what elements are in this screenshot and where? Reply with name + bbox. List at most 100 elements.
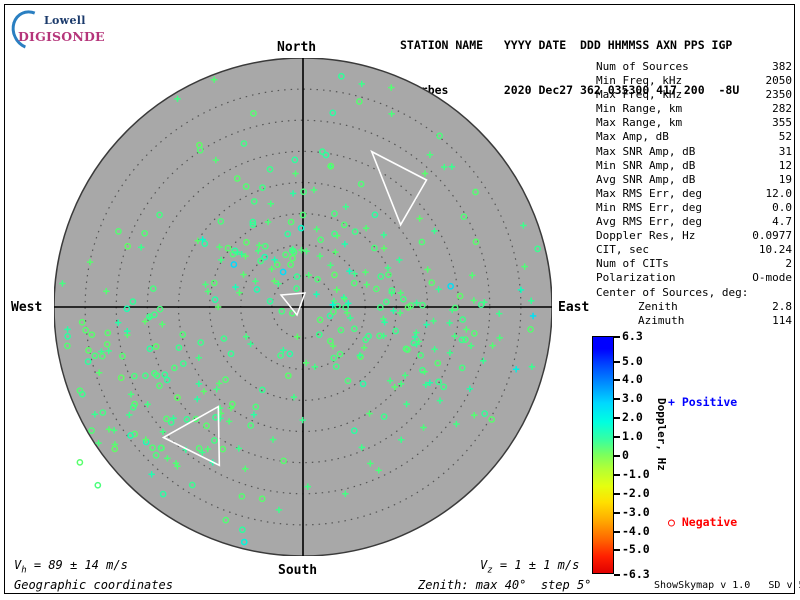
stat-value: 0.0977 xyxy=(752,229,792,243)
source-point-positive xyxy=(264,218,272,226)
colorbar-gradient xyxy=(592,336,614,574)
stat-key: Max Range, km xyxy=(596,116,683,130)
source-point-positive xyxy=(330,297,338,305)
source-point-negative xyxy=(252,403,260,411)
source-point-negative xyxy=(149,285,157,292)
source-point-positive xyxy=(471,412,478,419)
source-point-negative xyxy=(371,244,378,252)
source-point-positive xyxy=(215,380,223,387)
source-point-negative xyxy=(211,296,219,303)
colorbar-tick-label: 2.0 xyxy=(622,410,643,425)
source-point-negative xyxy=(91,352,99,360)
footer-coordinate-system: Geographic coordinates xyxy=(14,578,173,592)
colorbar-tick xyxy=(614,360,620,363)
source-point-negative xyxy=(372,285,380,293)
source-point-positive xyxy=(170,415,177,422)
stat-value: 10.24 xyxy=(758,243,792,257)
source-point-positive xyxy=(397,289,404,297)
source-point-positive xyxy=(517,286,525,294)
source-point-positive xyxy=(512,366,520,373)
compass-label-west: West xyxy=(11,300,43,315)
source-point-negative xyxy=(229,250,237,258)
source-point-negative xyxy=(470,330,478,337)
source-point-positive xyxy=(255,242,263,249)
source-point-positive xyxy=(489,342,496,349)
source-point-negative xyxy=(392,327,400,335)
source-point-positive xyxy=(431,227,438,235)
source-point-positive xyxy=(496,310,503,317)
logo-digisonde-text: DIGISONDE xyxy=(18,29,105,44)
source-point-negative xyxy=(380,413,388,420)
source-point-negative xyxy=(534,245,541,253)
stat-key: Num of Sources xyxy=(596,60,689,73)
stat-value: 355 xyxy=(772,116,792,130)
source-point-negative xyxy=(322,151,330,159)
source-point-negative xyxy=(243,238,250,246)
source-point-positive xyxy=(384,264,392,272)
source-point-negative xyxy=(399,295,407,303)
source-point-negative xyxy=(284,372,292,380)
source-point-positive xyxy=(435,286,442,293)
source-point-positive xyxy=(242,252,249,260)
source-point-positive xyxy=(159,428,167,435)
source-point-negative xyxy=(85,347,92,354)
stat-key: Polarization xyxy=(596,271,676,285)
source-point-positive xyxy=(91,411,99,418)
source-point-positive xyxy=(115,319,122,326)
source-point-negative xyxy=(196,146,204,154)
source-point-positive xyxy=(431,346,438,353)
source-point-negative xyxy=(188,481,196,489)
source-point-negative xyxy=(158,444,165,452)
source-point-positive xyxy=(172,460,180,467)
source-point-positive xyxy=(275,280,282,287)
source-point-positive xyxy=(396,309,404,317)
source-point-positive xyxy=(380,245,388,252)
source-point-negative xyxy=(440,383,447,391)
source-point-positive xyxy=(159,321,166,328)
source-point-positive xyxy=(329,342,337,350)
source-point-positive xyxy=(316,252,324,260)
source-point-negative xyxy=(117,374,125,382)
source-point-negative xyxy=(76,459,84,466)
colorbar-tick xyxy=(614,336,620,338)
source-point-positive xyxy=(313,291,320,298)
source-point-negative xyxy=(222,516,230,524)
source-point-positive xyxy=(148,471,155,478)
source-point-positive xyxy=(521,263,528,270)
stat-value: O-mode xyxy=(752,271,792,285)
source-point-negative xyxy=(326,312,334,320)
source-point-negative xyxy=(279,268,287,276)
source-point-negative xyxy=(428,279,436,286)
source-point-negative xyxy=(150,311,158,319)
source-point-negative xyxy=(336,350,344,358)
source-point-positive xyxy=(451,332,458,340)
source-point-positive xyxy=(391,383,398,391)
source-point-positive xyxy=(421,170,429,177)
source-point-positive xyxy=(124,327,131,335)
source-point-positive xyxy=(466,385,474,393)
source-point-positive xyxy=(303,248,310,255)
source-point-positive xyxy=(126,411,133,419)
stat-key: Min Freq, kHz xyxy=(596,74,683,88)
source-point-positive xyxy=(235,445,243,452)
source-point-negative xyxy=(174,394,181,401)
source-point-positive xyxy=(413,329,420,336)
source-point-positive xyxy=(210,76,218,83)
source-point-negative xyxy=(297,224,305,232)
source-point-negative xyxy=(63,342,71,350)
source-point-positive xyxy=(294,333,301,341)
source-point-positive xyxy=(195,380,203,387)
source-point-negative xyxy=(179,331,187,338)
source-point-negative xyxy=(277,352,284,359)
source-point-negative xyxy=(230,261,238,268)
source-point-positive xyxy=(388,110,395,117)
stat-row: Max SNR Amp, dB 31 xyxy=(596,145,792,159)
colorbar-tick-label: 6.3 xyxy=(622,329,643,343)
source-point-positive xyxy=(436,397,444,404)
source-point-negative xyxy=(338,72,345,80)
source-point-positive xyxy=(411,333,419,341)
source-point-negative xyxy=(175,344,183,352)
source-point-positive xyxy=(174,95,181,103)
source-point-negative xyxy=(220,335,228,342)
source-point-negative xyxy=(259,184,266,191)
